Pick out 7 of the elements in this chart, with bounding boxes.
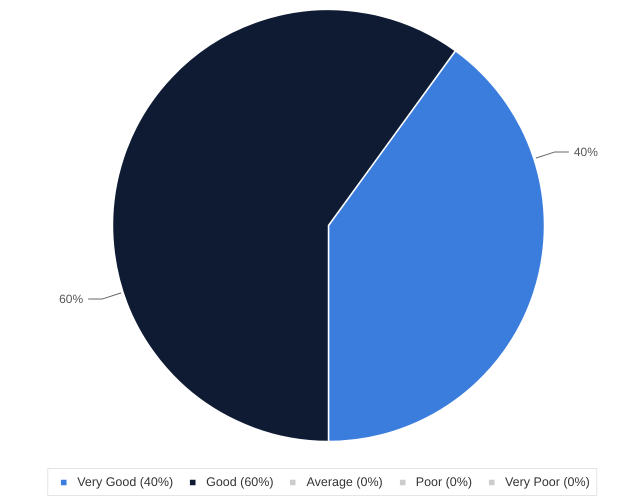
legend-label: Average (0%) — [306, 475, 383, 489]
legend-label: Very Poor (0%) — [505, 475, 590, 489]
legend-label: Very Good (40%) — [77, 475, 174, 489]
data-label: 40% — [574, 144, 598, 159]
legend-label: Good (60%) — [206, 475, 274, 489]
legend-label: Poor (0%) — [416, 475, 472, 489]
data-label: 60% — [59, 292, 84, 306]
